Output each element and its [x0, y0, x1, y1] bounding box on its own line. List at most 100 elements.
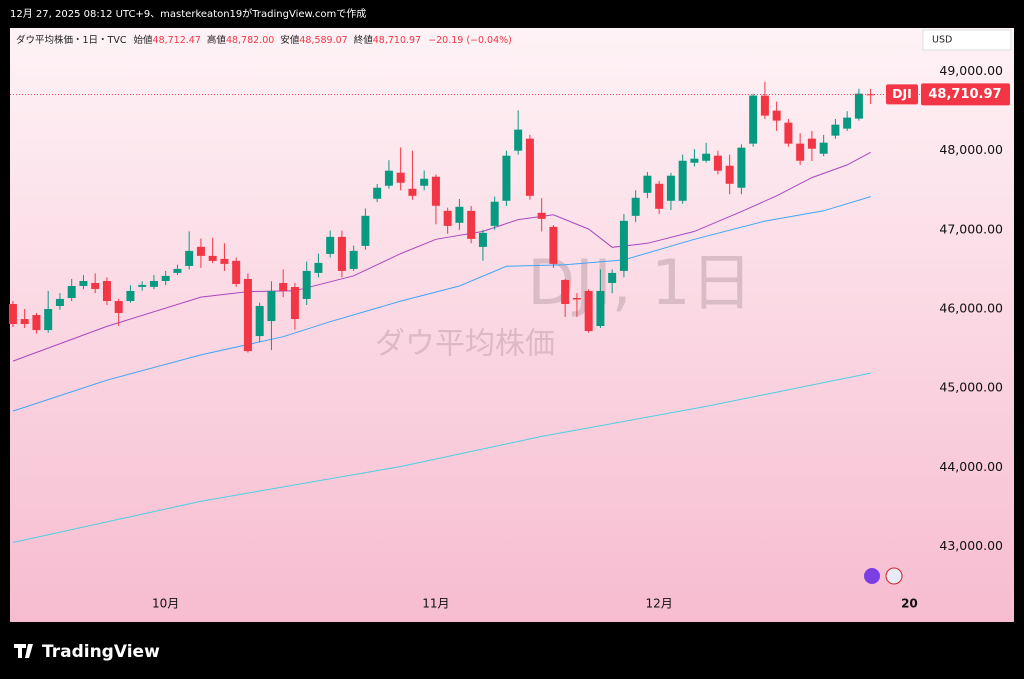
- candle-body: [185, 250, 194, 266]
- candle-body: [866, 94, 875, 96]
- candle-body: [619, 220, 628, 271]
- candle-body: [596, 290, 605, 327]
- candle-body: [455, 206, 464, 223]
- y-tick-label: 49,000.00: [939, 63, 1003, 78]
- candle-body: [572, 297, 581, 300]
- candle-body: [126, 290, 135, 302]
- candle-body: [631, 197, 640, 216]
- candle-body: [408, 188, 417, 196]
- candle-body: [196, 246, 205, 256]
- candle-body: [20, 319, 29, 325]
- candle-body: [819, 142, 828, 154]
- brand-logo: [14, 644, 33, 658]
- candle-body: [279, 282, 288, 291]
- candle-body: [796, 143, 805, 161]
- candle-body: [431, 176, 440, 206]
- ticker-badge: [886, 84, 918, 105]
- y-tick-label: 48,000.00: [939, 142, 1003, 157]
- ohlc-value: 48,710.97: [373, 35, 421, 46]
- candle-body: [713, 155, 722, 171]
- candle-body: [102, 280, 111, 302]
- candle-body: [490, 201, 499, 226]
- ohlc-label: 始値: [134, 34, 154, 46]
- candle-body: [772, 110, 781, 121]
- y-tick-label: 46,000.00: [939, 301, 1003, 316]
- candle-body: [326, 236, 335, 254]
- candle-body: [302, 270, 311, 299]
- candle-body: [314, 262, 323, 273]
- flag-icon[interactable]: [885, 567, 903, 585]
- candle-body: [208, 255, 217, 261]
- ohlc-value: 48,782.00: [226, 35, 274, 46]
- candle-body: [161, 275, 170, 281]
- candle-body: [373, 187, 382, 199]
- candle-body: [44, 309, 53, 331]
- candle-body: [525, 138, 534, 196]
- event-icon[interactable]: [864, 568, 880, 584]
- candle-body: [55, 298, 64, 306]
- candle-body: [502, 155, 511, 201]
- candle-body: [643, 175, 652, 193]
- x-tick-label: 11月: [422, 597, 449, 611]
- candle-body: [255, 305, 264, 337]
- candle-body: [843, 117, 852, 129]
- candle-body: [784, 122, 793, 144]
- candle-body: [678, 160, 687, 201]
- candle-body: [232, 260, 241, 284]
- candle-body: [854, 93, 863, 119]
- candle-body: [737, 147, 746, 188]
- candle-body: [8, 304, 17, 325]
- brand: TradingView: [42, 642, 160, 662]
- symbol: ダウ平均株価・1日・TVC: [16, 34, 127, 46]
- candle-body: [608, 272, 617, 283]
- price-badge: [921, 83, 1010, 106]
- candle-body: [220, 258, 229, 264]
- last-price: 48,710.97: [928, 87, 1001, 102]
- candle-body: [549, 226, 558, 264]
- change: −20.19 (−0.04%): [428, 35, 512, 46]
- x-tick-label: 10月: [152, 597, 179, 611]
- y-tick-label: 47,000.00: [939, 221, 1003, 236]
- candle-body: [349, 250, 358, 269]
- candle-body: [749, 95, 758, 144]
- candle-body: [666, 175, 675, 201]
- candle-body: [478, 232, 487, 247]
- candle-body: [384, 170, 393, 186]
- candle-body: [79, 280, 88, 286]
- x-tick-label: 20: [901, 597, 918, 611]
- candle-body: [267, 290, 276, 322]
- candle-body: [760, 95, 769, 116]
- candle-body: [67, 285, 76, 298]
- ohlc-label: 終値: [354, 34, 374, 46]
- chart-panel: [10, 28, 1014, 622]
- candle-body: [690, 158, 699, 163]
- candle-body: [337, 236, 346, 271]
- candle-body: [443, 210, 452, 226]
- candle-body: [702, 153, 711, 161]
- plot: [8, 81, 875, 543]
- ohlc-value: 48,589.07: [299, 35, 347, 46]
- candle-body: [290, 286, 299, 320]
- candle-body: [831, 124, 840, 136]
- ohlc-label: 安値: [280, 34, 300, 46]
- x-tick-label: 12月: [646, 597, 673, 611]
- y-tick-label: 43,000.00: [939, 538, 1003, 553]
- candle-body: [561, 279, 570, 305]
- candle-body: [361, 215, 370, 246]
- candle-body: [725, 165, 734, 184]
- y-tick-label: 44,000.00: [939, 459, 1003, 474]
- currency-box[interactable]: [922, 29, 1012, 51]
- currency: USD: [932, 35, 952, 46]
- moving-average: [12, 151, 871, 362]
- candle-body: [243, 278, 252, 352]
- candle-body: [149, 280, 158, 287]
- candle-body: [807, 138, 816, 149]
- moving-average: [12, 372, 871, 543]
- candle-body: [420, 178, 429, 186]
- candle-body: [138, 284, 147, 287]
- ticker: DJI: [892, 86, 912, 101]
- candle-body: [173, 268, 182, 273]
- candle-body: [514, 129, 523, 151]
